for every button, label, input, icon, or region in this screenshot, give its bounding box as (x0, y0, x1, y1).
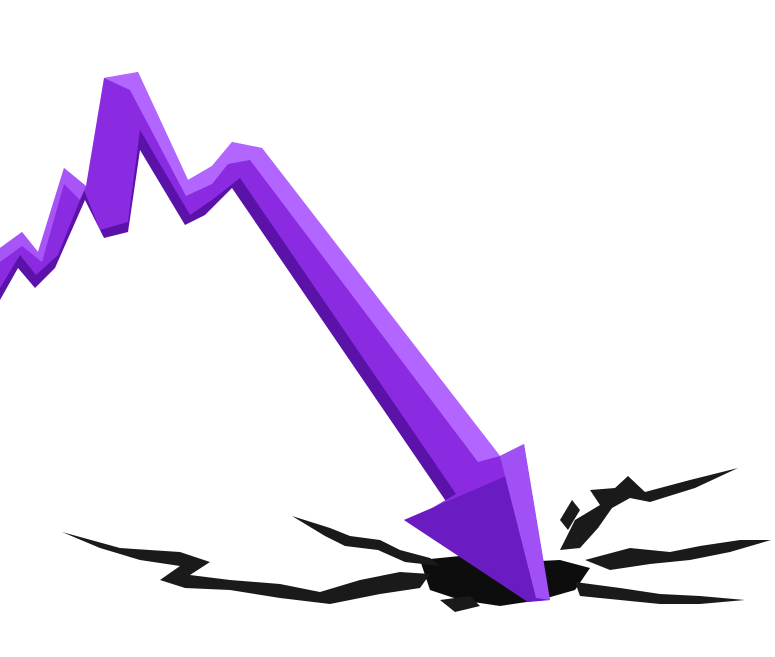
arrow-left-highlight (0, 168, 86, 262)
crack-right-upper (560, 468, 738, 550)
downtrend-arrow-icon (0, 72, 550, 602)
crack-left-long (62, 532, 430, 604)
arrow-top-face (104, 72, 500, 462)
arrow-head-highlight (500, 444, 550, 600)
crack-right-middle (585, 540, 771, 570)
crack-left-upper (292, 516, 440, 566)
crack-fragment-right (560, 500, 580, 530)
crack-right-lower (575, 582, 745, 604)
ground-crack-icon (62, 468, 771, 612)
crack-fragment-left (440, 596, 480, 612)
